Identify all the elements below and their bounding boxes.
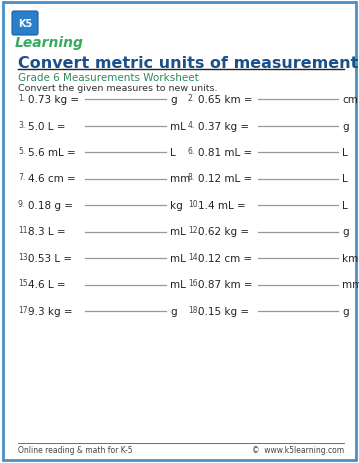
Text: Learning: Learning	[15, 36, 84, 50]
Text: g: g	[342, 307, 349, 316]
FancyBboxPatch shape	[3, 3, 356, 460]
Text: 4.6 cm =: 4.6 cm =	[28, 174, 76, 184]
Text: 13.: 13.	[18, 252, 30, 262]
Text: km: km	[342, 253, 358, 263]
Text: 5.0 L =: 5.0 L =	[28, 121, 65, 131]
Text: Convert the given measures to new units.: Convert the given measures to new units.	[18, 84, 218, 93]
Text: 11.: 11.	[18, 226, 30, 235]
Text: Online reading & math for K-5: Online reading & math for K-5	[18, 445, 132, 454]
Text: 0.37 kg =: 0.37 kg =	[198, 121, 249, 131]
Text: Grade 6 Measurements Worksheet: Grade 6 Measurements Worksheet	[18, 73, 199, 83]
Text: 0.15 kg =: 0.15 kg =	[198, 307, 249, 316]
Text: 4.: 4.	[188, 120, 195, 129]
Text: 0.62 kg =: 0.62 kg =	[198, 227, 249, 237]
Text: 8.3 L =: 8.3 L =	[28, 227, 66, 237]
Text: L: L	[170, 148, 176, 158]
Text: 10.: 10.	[188, 200, 200, 208]
Text: L: L	[342, 174, 348, 184]
Text: 9.: 9.	[18, 200, 25, 208]
Text: 14.: 14.	[188, 252, 200, 262]
Text: L: L	[342, 200, 348, 211]
Text: 6.: 6.	[188, 147, 195, 156]
Text: 15.: 15.	[18, 279, 30, 288]
FancyBboxPatch shape	[12, 12, 38, 36]
Text: g: g	[170, 307, 177, 316]
Text: 17.: 17.	[18, 305, 30, 314]
Text: 16.: 16.	[188, 279, 200, 288]
Text: 0.12 mL =: 0.12 mL =	[198, 174, 252, 184]
Text: 18.: 18.	[188, 305, 200, 314]
Text: 0.81 mL =: 0.81 mL =	[198, 148, 252, 158]
Text: 1.: 1.	[18, 94, 25, 103]
Text: 0.65 km =: 0.65 km =	[198, 95, 253, 105]
Text: 9.3 kg =: 9.3 kg =	[28, 307, 73, 316]
Text: mL: mL	[170, 253, 186, 263]
Text: 5.: 5.	[18, 147, 25, 156]
Text: 0.53 L =: 0.53 L =	[28, 253, 72, 263]
Text: g: g	[170, 95, 177, 105]
Text: 4.6 L =: 4.6 L =	[28, 280, 66, 290]
Text: 1.4 mL =: 1.4 mL =	[198, 200, 246, 211]
Text: mm: mm	[342, 280, 359, 290]
Text: 5.6 mL =: 5.6 mL =	[28, 148, 76, 158]
Text: Convert metric units of measurement: Convert metric units of measurement	[18, 56, 358, 71]
Text: 0.18 g =: 0.18 g =	[28, 200, 73, 211]
Text: 0.87 km =: 0.87 km =	[198, 280, 253, 290]
Text: 7.: 7.	[18, 173, 25, 182]
Text: mL: mL	[170, 121, 186, 131]
Text: g: g	[342, 121, 349, 131]
Text: g: g	[342, 227, 349, 237]
Text: mL: mL	[170, 227, 186, 237]
Text: 0.73 kg =: 0.73 kg =	[28, 95, 79, 105]
Text: K5: K5	[18, 19, 32, 29]
Text: cm: cm	[342, 95, 358, 105]
Text: 8.: 8.	[188, 173, 195, 182]
Text: mL: mL	[170, 280, 186, 290]
Text: 2.: 2.	[188, 94, 195, 103]
Text: 12.: 12.	[188, 226, 200, 235]
Text: L: L	[342, 148, 348, 158]
Text: 0.12 cm =: 0.12 cm =	[198, 253, 252, 263]
Text: 3.: 3.	[18, 120, 25, 129]
Text: kg: kg	[170, 200, 183, 211]
Text: ©  www.k5learning.com: © www.k5learning.com	[252, 445, 344, 454]
Text: mm: mm	[170, 174, 190, 184]
